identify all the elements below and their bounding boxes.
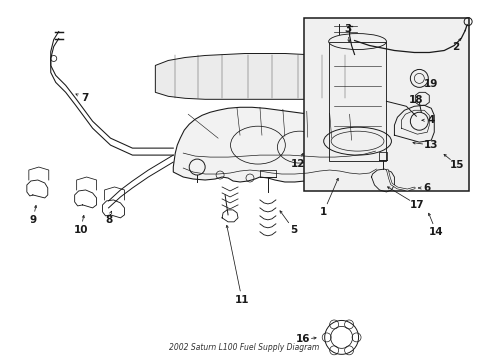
Text: 1: 1 xyxy=(320,207,326,217)
Text: 19: 19 xyxy=(423,79,438,89)
Text: 8: 8 xyxy=(105,215,112,225)
Polygon shape xyxy=(155,54,357,99)
Text: 5: 5 xyxy=(289,225,297,235)
Text: 15: 15 xyxy=(449,160,464,170)
Polygon shape xyxy=(173,107,383,182)
Text: 17: 17 xyxy=(409,200,424,210)
Text: 4: 4 xyxy=(427,115,434,125)
Text: 3: 3 xyxy=(343,24,350,33)
Text: 14: 14 xyxy=(428,227,443,237)
Text: 9: 9 xyxy=(29,215,36,225)
Text: 2: 2 xyxy=(451,41,459,51)
Text: 12: 12 xyxy=(290,159,305,169)
Text: 7: 7 xyxy=(81,93,88,103)
Text: 18: 18 xyxy=(408,95,423,105)
Text: 10: 10 xyxy=(73,225,88,235)
Text: 11: 11 xyxy=(234,294,249,305)
Text: 6: 6 xyxy=(423,183,430,193)
Text: 2002 Saturn L100 Fuel Supply Diagram: 2002 Saturn L100 Fuel Supply Diagram xyxy=(168,343,319,352)
Text: 16: 16 xyxy=(295,334,309,345)
Text: 13: 13 xyxy=(423,140,438,150)
Bar xyxy=(328,41,386,161)
Bar xyxy=(303,18,468,191)
